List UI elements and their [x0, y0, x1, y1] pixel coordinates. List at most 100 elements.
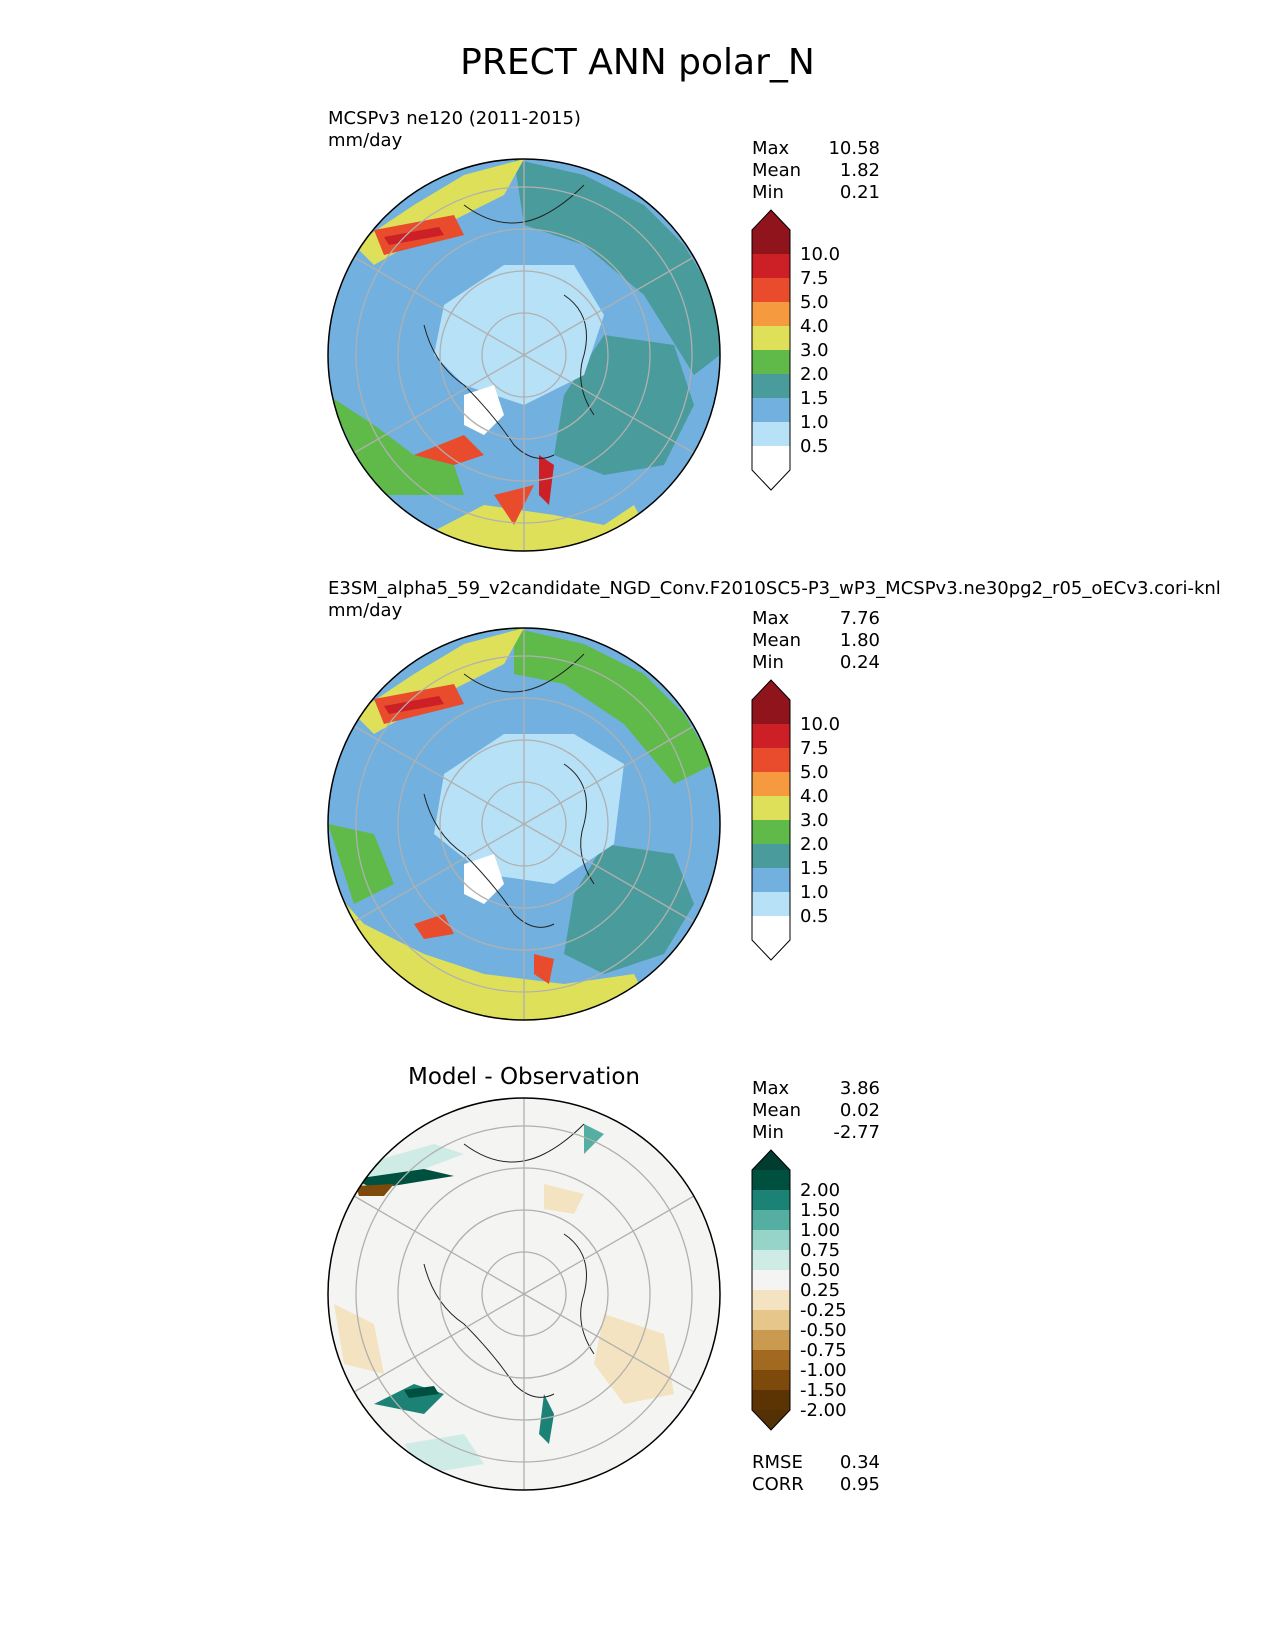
colorbar-tick-label: -1.50: [800, 1380, 847, 1401]
colorbar-over-extension: [752, 680, 790, 700]
panel-test-stats: Max 10.58 Mean 1.82 Min 0.21: [752, 138, 880, 204]
colorbar-tick-label: 10.0: [800, 244, 840, 265]
colorbar-tick-label: 0.50: [800, 1260, 840, 1281]
stat-max: Max 7.76: [752, 608, 880, 629]
colorbar-segment: [752, 1310, 790, 1331]
panel-difference-title: Model - Observation: [407, 1064, 641, 1090]
colorbar-tick-label: 0.75: [800, 1240, 840, 1261]
colorbar-tick-label: 1.50: [800, 1200, 840, 1221]
colorbar-outline: [751, 209, 791, 491]
colorbar-tick-label: 0.5: [800, 436, 829, 457]
metric-corr: CORR 0.95: [752, 1474, 880, 1495]
colorbar-tick-label: 2.0: [800, 364, 829, 385]
colorbar-segment: [752, 1370, 790, 1391]
metric-rmse: RMSE 0.34: [752, 1452, 880, 1473]
colorbar-segment: [752, 868, 790, 893]
colorbar-tick-label: 1.0: [800, 412, 829, 433]
stat-mean: Mean 0.02: [752, 1100, 880, 1121]
colorbar-segment: [752, 724, 790, 749]
colorbar-tick-label: 1.5: [800, 388, 829, 409]
colorbar-tick-label: 10.0: [800, 714, 840, 735]
colorbar-reference: 10.0 7.5 5.0 4.0 3.0 2.0 1.5 1.0 0.5: [751, 679, 840, 961]
panel-reference-title: E3SM_alpha5_59_v2candidate_NGD_Conv.F201…: [328, 578, 1221, 622]
panel-test-name: MCSPv3 ne120 (2011-2015): [328, 108, 581, 129]
colorbar-segment: [752, 1190, 790, 1211]
colorbar-segment: [752, 844, 790, 869]
colorbar-over-extension: [752, 210, 790, 230]
colorbar-segment: [752, 820, 790, 845]
colorbar-segment: [752, 302, 790, 327]
colorbar-tick-label: 2.0: [800, 834, 829, 855]
map-reference: [327, 627, 721, 1021]
colorbar-test: 10.0 7.5 5.0 4.0 3.0 2.0 1.5 1.0 0.5: [751, 209, 840, 491]
colorbar-segment: [752, 446, 790, 471]
colorbar-outline: [751, 1149, 791, 1431]
colorbar-segment: [752, 1230, 790, 1251]
colorbar-segment: [752, 1270, 790, 1291]
colorbar-segment: [752, 1390, 790, 1411]
colorbar-segment: [752, 748, 790, 773]
colorbar-segment: [752, 916, 790, 941]
colorbar-tick-label: 1.00: [800, 1220, 840, 1241]
colorbar-tick-label: 4.0: [800, 316, 829, 337]
panel-reference-units: mm/day: [328, 600, 403, 621]
colorbar-segment: [752, 1350, 790, 1371]
colorbar-tick-label: 1.5: [800, 858, 829, 879]
stat-mean: Mean 1.80: [752, 630, 880, 651]
colorbar-segment: [752, 1170, 790, 1191]
colorbar-tick-label: 7.5: [800, 738, 829, 759]
panel-test-units: mm/day: [328, 130, 403, 151]
colorbar-tick-label: 7.5: [800, 268, 829, 289]
colorbar-segment: [752, 326, 790, 351]
colorbar-segment: [752, 422, 790, 447]
colorbar-tick-label: 1.0: [800, 882, 829, 903]
colorbar-under-extension: [752, 940, 790, 960]
stat-max: Max 10.58: [752, 138, 880, 159]
colorbar-segment: [752, 796, 790, 821]
map-difference: [327, 1097, 721, 1491]
colorbar-over-extension: [752, 1150, 790, 1170]
panel-reference-name: E3SM_alpha5_59_v2candidate_NGD_Conv.F201…: [328, 578, 1221, 599]
colorbar-segment: [752, 892, 790, 917]
colorbar-segment: [752, 398, 790, 423]
colorbar-tick-label: 3.0: [800, 340, 829, 361]
colorbar-tick-label: -0.50: [800, 1320, 847, 1341]
colorbar-tick-label: -2.00: [800, 1400, 847, 1421]
colorbar-tick-label: 5.0: [800, 292, 829, 313]
colorbar-under-extension: [752, 1410, 790, 1430]
colorbar-tick-label: -0.25: [800, 1300, 847, 1321]
stat-min: Min 0.21: [752, 182, 880, 203]
map-test: [327, 158, 721, 552]
colorbar-tick-label: 5.0: [800, 762, 829, 783]
figure-title: PRECT ANN polar_N: [460, 42, 815, 83]
panel-difference-stats: Max 3.86 Mean 0.02 Min -2.77: [752, 1078, 880, 1144]
stat-min: Min -2.77: [752, 1122, 880, 1143]
panel-difference-metrics: RMSE 0.34 CORR 0.95: [752, 1452, 880, 1496]
colorbar-tick-label: 0.25: [800, 1280, 840, 1301]
colorbar-difference: 2.001.501.000.750.500.25-0.25-0.50-0.75-…: [751, 1149, 847, 1431]
colorbar-segment: [752, 700, 790, 725]
colorbar-tick-label: 4.0: [800, 786, 829, 807]
colorbar-tick-label: -0.75: [800, 1340, 847, 1361]
colorbar-segment: [752, 1210, 790, 1231]
stat-min: Min 0.24: [752, 652, 880, 673]
panel-test-title: MCSPv3 ne120 (2011-2015) mm/day: [328, 108, 581, 152]
colorbar-tick-label: 0.5: [800, 906, 829, 927]
stat-max: Max 3.86: [752, 1078, 880, 1099]
colorbar-tick-label: 2.00: [800, 1180, 840, 1201]
panel-reference-stats: Max 7.76 Mean 1.80 Min 0.24: [752, 608, 880, 674]
stat-mean: Mean 1.82: [752, 160, 880, 181]
colorbar-tick-label: 3.0: [800, 810, 829, 831]
colorbar-segment: [752, 350, 790, 375]
colorbar-tick-label: -1.00: [800, 1360, 847, 1381]
colorbar-outline: [751, 679, 791, 961]
colorbar-segment: [752, 1290, 790, 1311]
colorbar-segment: [752, 254, 790, 279]
colorbar-segment: [752, 374, 790, 399]
colorbar-segment: [752, 772, 790, 797]
colorbar-segment: [752, 1330, 790, 1351]
colorbar-segment: [752, 1250, 790, 1271]
colorbar-segment: [752, 230, 790, 255]
colorbar-under-extension: [752, 470, 790, 490]
colorbar-segment: [752, 278, 790, 303]
